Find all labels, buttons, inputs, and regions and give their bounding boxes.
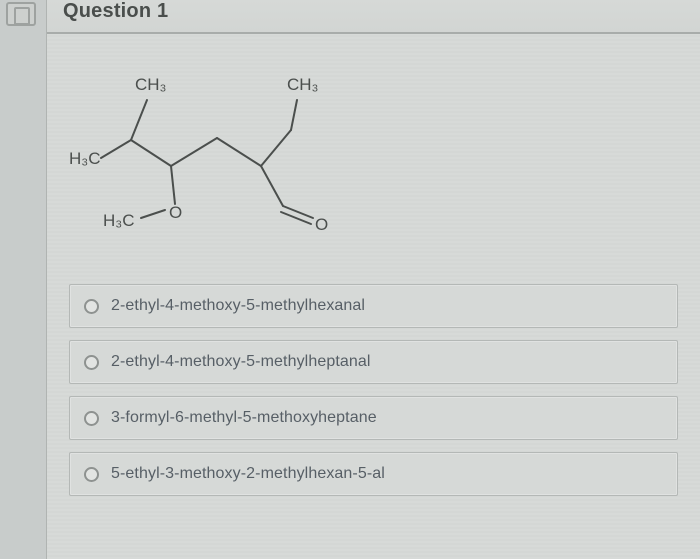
label-o-aldehyde: O [315, 215, 328, 234]
label-h3c-left: H₃C [69, 149, 100, 168]
radio-icon[interactable] [84, 467, 99, 482]
option-row[interactable]: 2-ethyl-4-methoxy-5-methylhexanal [69, 284, 678, 328]
radio-icon[interactable] [84, 299, 99, 314]
question-panel: Question 1 [46, 0, 700, 559]
molecule-svg: CH₃ CH₃ H₃C H₃C O O [69, 58, 389, 258]
option-label: 2-ethyl-4-methoxy-5-methylhexanal [111, 297, 365, 315]
answer-options: 2-ethyl-4-methoxy-5-methylhexanal 2-ethy… [69, 284, 678, 496]
option-label: 2-ethyl-4-methoxy-5-methylheptanal [111, 353, 371, 371]
option-label: 3-formyl-6-methyl-5-methoxyheptane [111, 409, 377, 427]
option-label: 5-ethyl-3-methoxy-2-methylhexan-5-al [111, 465, 385, 483]
question-title: Question 1 [63, 0, 168, 23]
option-row[interactable]: 3-formyl-6-methyl-5-methoxyheptane [69, 396, 678, 440]
bookmark-icon[interactable] [6, 2, 36, 26]
label-ch3-left: CH₃ [135, 75, 166, 94]
label-ch3-right: CH₃ [287, 75, 318, 94]
question-header: Question 1 [47, 0, 700, 34]
radio-icon[interactable] [84, 411, 99, 426]
option-row[interactable]: 5-ethyl-3-methoxy-2-methylhexan-5-al [69, 452, 678, 496]
radio-icon[interactable] [84, 355, 99, 370]
question-content: CH₃ CH₃ H₃C H₃C O O 2-ethyl-4-methoxy-5-… [47, 34, 700, 559]
molecule-structure: CH₃ CH₃ H₃C H₃C O O [69, 58, 389, 258]
label-o-methoxy: O [169, 203, 182, 222]
label-h3c-bottom: H₃C [103, 211, 134, 230]
option-row[interactable]: 2-ethyl-4-methoxy-5-methylheptanal [69, 340, 678, 384]
